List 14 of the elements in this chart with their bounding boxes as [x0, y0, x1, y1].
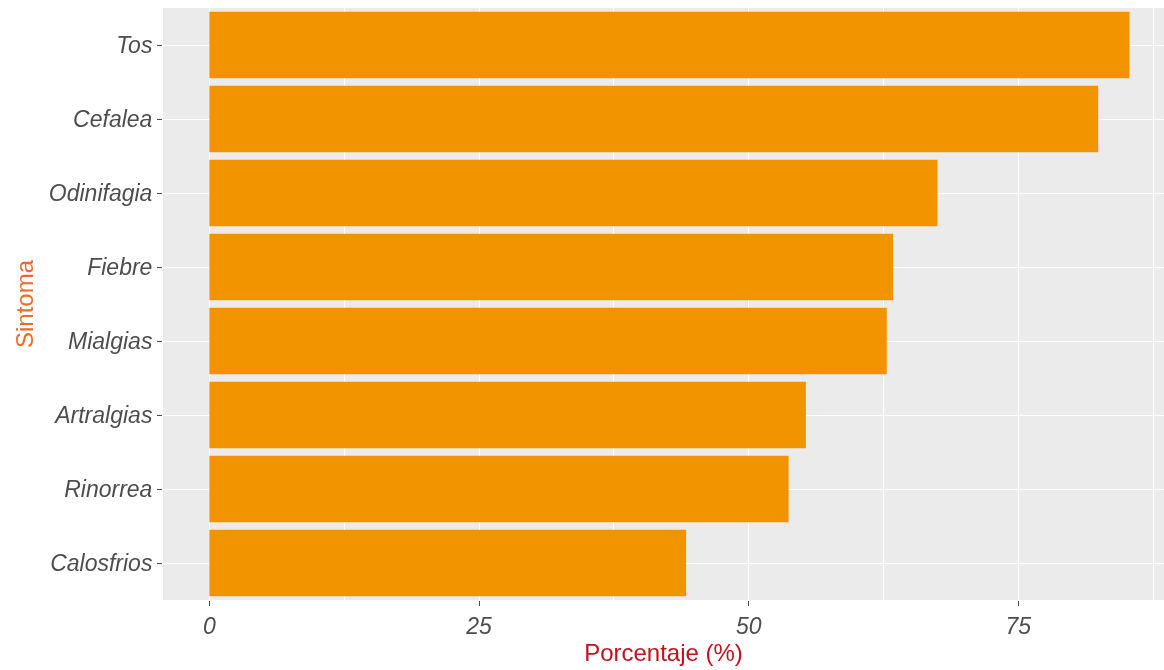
x-tick-label: 25	[465, 612, 493, 639]
y-tick-label: Artralgias	[53, 402, 153, 429]
y-tick-label: Tos	[116, 32, 153, 59]
x-tick-label: 75	[1005, 612, 1032, 639]
y-axis-title: Sintoma	[10, 259, 38, 349]
y-tick-label: Mialgias	[68, 328, 153, 355]
x-tick-label: 0	[202, 612, 216, 639]
y-tick-label: Odinifagia	[48, 180, 153, 207]
x-axis-title: Porcentaje (%)	[584, 638, 743, 666]
y-tick-label: Fiebre	[87, 254, 153, 281]
x-tick-label: 50	[735, 612, 762, 639]
y-tick-label: Rinorrea	[64, 476, 153, 503]
y-tick-label: Cefalea	[73, 106, 153, 133]
y-tick-label: Calosfrios	[50, 550, 153, 577]
